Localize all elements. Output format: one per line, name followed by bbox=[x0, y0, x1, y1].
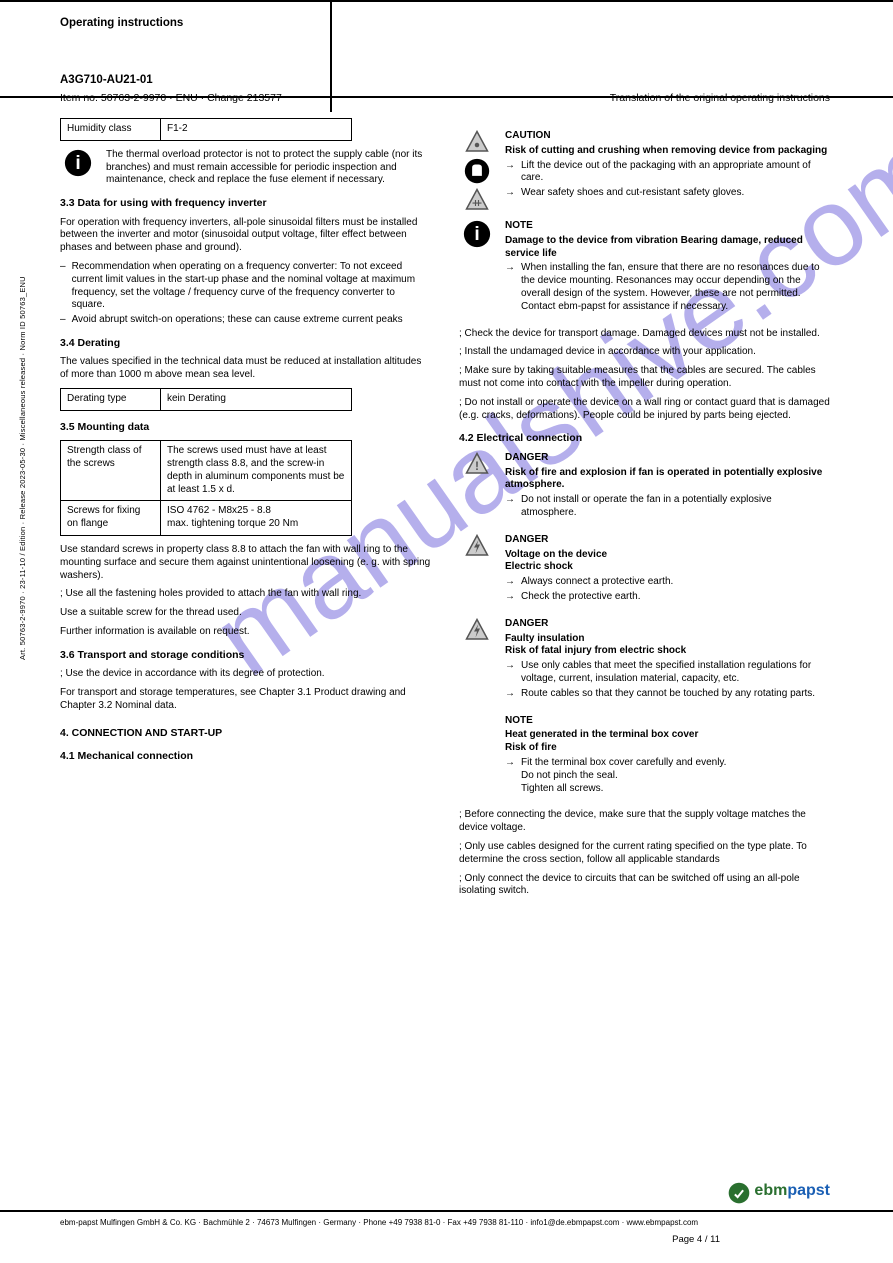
ebmpapst-logo: ebmpapst bbox=[754, 1182, 830, 1200]
paragraph: ; Only use cables designed for the curre… bbox=[459, 841, 830, 867]
paragraph: Use standard screws in property class 8.… bbox=[60, 544, 431, 582]
danger-text: Faulty insulation Risk of fatal injury f… bbox=[505, 633, 686, 657]
green-tech-icon bbox=[728, 1182, 750, 1204]
paragraph: ; Install the undamaged device in accord… bbox=[459, 346, 830, 359]
note-block-2: NOTE Heat generated in the terminal box … bbox=[459, 715, 830, 802]
danger-block-3: DANGER Faulty insulation Risk of fatal i… bbox=[459, 618, 830, 707]
warning-triangle-icon bbox=[464, 130, 490, 154]
content-columns: Humidity class F1-2 i The thermal overlo… bbox=[60, 118, 830, 1148]
section-heading: 3.5 Mounting data bbox=[60, 421, 431, 434]
caution-block: CAUTION Risk of cutting and crushing whe… bbox=[459, 130, 830, 212]
bullet-text: When installing the fan, ensure that the… bbox=[521, 262, 830, 313]
bullet-text: Recommendation when operating on a frequ… bbox=[72, 261, 431, 312]
header-title-line1: Operating instructions bbox=[60, 16, 830, 32]
paragraph: For operation with frequency inverters, … bbox=[60, 217, 431, 255]
table-cell: Strength class of the screws bbox=[61, 441, 161, 501]
table-cell: F1-2 bbox=[161, 119, 352, 141]
table-mounting: Strength class of the screws The screws … bbox=[60, 440, 352, 536]
danger-label: DANGER bbox=[505, 534, 548, 545]
table-cell: The screws used must have at least stren… bbox=[161, 441, 352, 501]
bullet-text: Avoid abrupt switch-on operations; these… bbox=[72, 314, 403, 327]
danger-text: Risk of fire and explosion if fan is ope… bbox=[505, 467, 822, 491]
table-cell: kein Derating bbox=[161, 389, 352, 411]
header-title: Operating instructions bbox=[60, 16, 830, 32]
shock-triangle-icon bbox=[464, 618, 490, 642]
table-cell: ISO 4762 - M8x25 - 8.8 max. tightening t… bbox=[161, 501, 352, 536]
paragraph: ; Make sure by taking suitable measures … bbox=[459, 365, 830, 391]
footer-page: Page 4 / 11 bbox=[672, 1234, 720, 1245]
bullet-text: Route cables so that they cannot be touc… bbox=[521, 688, 815, 701]
header-rev: Item no. 50763-2-9970 · ENU · Change 213… bbox=[60, 92, 282, 104]
svg-text:i: i bbox=[75, 153, 80, 174]
paragraph: ; Before connecting the device, make sur… bbox=[459, 809, 830, 835]
gloves-icon bbox=[464, 158, 490, 184]
header-bottom-rule bbox=[0, 96, 893, 98]
footer-rule bbox=[0, 1210, 893, 1212]
danger-triangle-icon: ! bbox=[464, 452, 490, 476]
shock-triangle-icon bbox=[464, 534, 490, 558]
note-text: Heat generated in the terminal box cover… bbox=[505, 729, 698, 753]
note-block: i NOTE Damage to the device from vibrati… bbox=[459, 220, 830, 320]
caution-label: CAUTION bbox=[505, 130, 551, 141]
paragraph: ; Do not install or operate the device o… bbox=[459, 397, 830, 423]
danger-block-1: ! DANGER Risk of fire and explosion if f… bbox=[459, 452, 830, 526]
page: Operating instructions A3G710-AU21-01 It… bbox=[0, 0, 893, 1263]
top-rule bbox=[0, 0, 893, 2]
paragraph: ; Only connect the device to circuits th… bbox=[459, 873, 830, 899]
paragraph: Use a suitable screw for the thread used… bbox=[60, 607, 431, 620]
doc-header: Operating instructions A3G710-AU21-01 It… bbox=[60, 16, 830, 108]
danger-block-2: DANGER Voltage on the device Electric sh… bbox=[459, 534, 830, 610]
header-model: A3G710-AU21-01 bbox=[60, 74, 153, 86]
paragraph: ; Check the device for transport damage.… bbox=[459, 328, 830, 341]
section-heading: 4.2 Electrical connection bbox=[459, 432, 830, 445]
bullet-list: –Recommendation when operating on a freq… bbox=[60, 261, 431, 327]
note-label: NOTE bbox=[505, 220, 533, 231]
column-right: CAUTION Risk of cutting and crushing whe… bbox=[459, 118, 830, 1148]
header-translation: Translation of the original operating in… bbox=[610, 92, 830, 104]
bullet-text: Wear safety shoes and cut-resistant safe… bbox=[521, 187, 744, 200]
bullet-text: Use only cables that meet the specified … bbox=[521, 660, 830, 686]
danger-text: Voltage on the device Electric shock bbox=[505, 549, 607, 573]
bullet-text: Always connect a protective earth. bbox=[521, 576, 673, 589]
table-cell: Humidity class bbox=[61, 119, 161, 141]
table-cell: Screws for fixing on flange bbox=[61, 501, 161, 536]
section-heading: 4. CONNECTION AND START-UP bbox=[60, 727, 431, 740]
table-humidity: Humidity class F1-2 bbox=[60, 118, 352, 141]
section-heading: 3.4 Derating bbox=[60, 337, 431, 350]
bullet-text: Do not install or operate the fan in a p… bbox=[521, 494, 830, 520]
note-text: Damage to the device from vibration Bear… bbox=[505, 235, 803, 259]
info-icon: i bbox=[60, 149, 96, 177]
info-note-a: i The thermal overload protector is not … bbox=[60, 149, 431, 187]
svg-text:!: ! bbox=[475, 459, 479, 473]
section-heading: 3.6 Transport and storage conditions bbox=[60, 649, 431, 662]
paragraph: For transport and storage temperatures, … bbox=[60, 687, 431, 713]
danger-label: DANGER bbox=[505, 452, 548, 463]
footer-company: ebm-papst Mulfingen GmbH & Co. KG · Bach… bbox=[60, 1218, 698, 1227]
column-left: Humidity class F1-2 i The thermal overlo… bbox=[60, 118, 431, 1148]
section-heading: 4.1 Mechanical connection bbox=[60, 750, 431, 763]
side-item-no: Art. 50763-2-9970 · 23-11-10 / Edition ·… bbox=[18, 276, 27, 660]
danger-label: DANGER bbox=[505, 618, 548, 629]
info-icon: i bbox=[463, 220, 491, 248]
cut-warning-icon bbox=[464, 188, 490, 212]
paragraph: The values specified in the technical da… bbox=[60, 356, 431, 382]
section-heading: 3.3 Data for using with frequency invert… bbox=[60, 197, 431, 210]
bullet-text: Fit the terminal box cover carefully and… bbox=[521, 757, 726, 795]
bullet-text: Lift the device out of the packaging wit… bbox=[521, 160, 830, 186]
note-label: NOTE bbox=[505, 715, 533, 726]
table-derating: Derating type kein Derating bbox=[60, 388, 352, 411]
svg-text:i: i bbox=[474, 224, 479, 245]
info-text: The thermal overload protector is not to… bbox=[106, 149, 431, 187]
caution-text: Risk of cutting and crushing when removi… bbox=[505, 145, 827, 156]
bullet-text: Check the protective earth. bbox=[521, 591, 641, 604]
paragraph: ; Use all the fastening holes provided t… bbox=[60, 588, 431, 601]
table-cell: Derating type bbox=[61, 389, 161, 411]
paragraph: ; Use the device in accordance with its … bbox=[60, 668, 431, 681]
paragraph: Further information is available on requ… bbox=[60, 626, 431, 639]
